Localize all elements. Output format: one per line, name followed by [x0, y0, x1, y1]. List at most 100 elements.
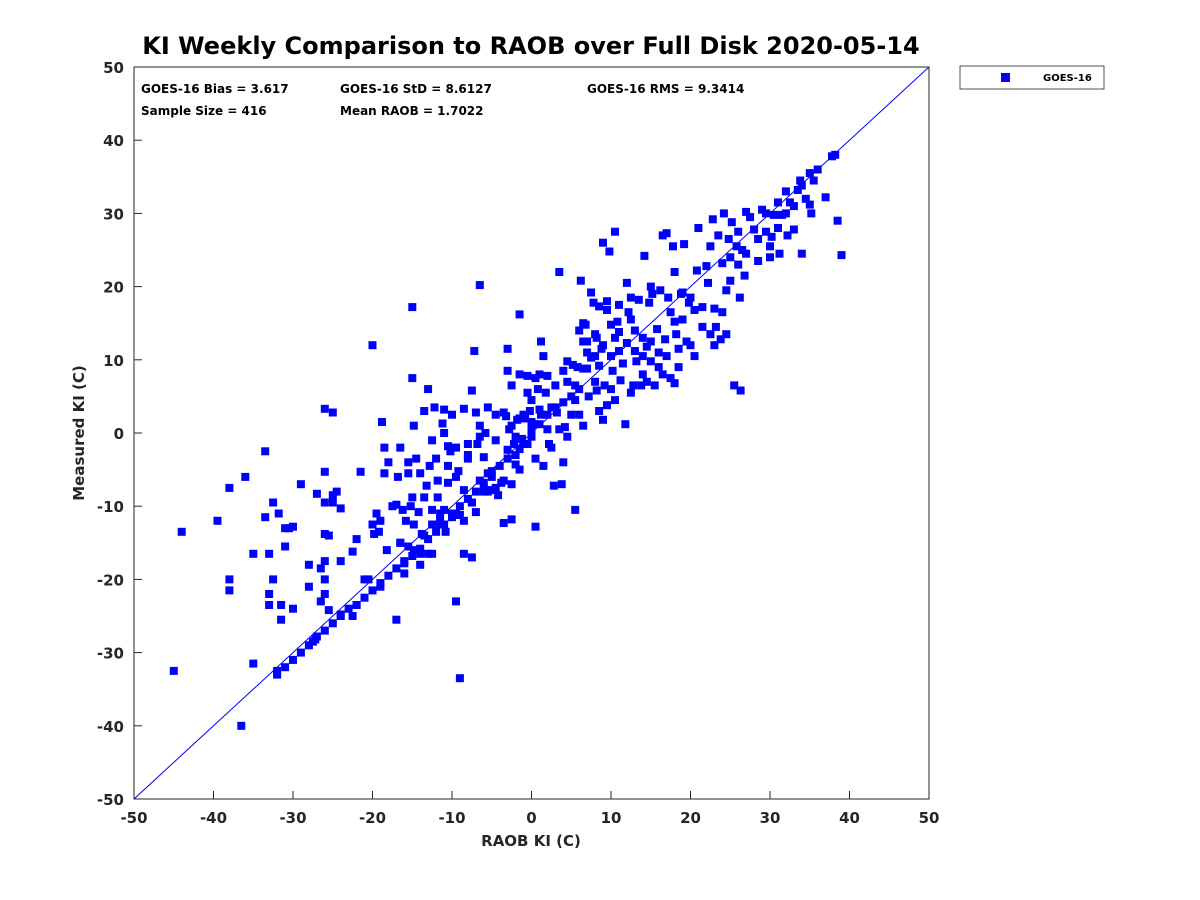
stat-std: GOES-16 StD = 8.6127 — [340, 82, 492, 96]
data-point — [344, 604, 353, 613]
data-point — [595, 361, 604, 370]
data-point — [382, 546, 391, 555]
data-point — [467, 498, 476, 507]
data-point — [638, 370, 647, 379]
data-point — [833, 216, 842, 225]
data-point — [611, 396, 619, 405]
y-axis-ticks: -50 -40 -30 -20 -10 0 10 20 30 40 50 — [97, 59, 142, 809]
data-point — [444, 442, 452, 451]
data-point — [575, 410, 584, 419]
data-point — [502, 412, 511, 421]
data-point — [396, 443, 405, 452]
data-point — [600, 381, 609, 390]
data-point — [563, 432, 572, 441]
data-point — [670, 379, 679, 388]
data-point — [805, 200, 814, 209]
data-point — [767, 232, 776, 241]
data-point — [611, 333, 619, 342]
data-point — [584, 392, 593, 401]
data-point — [736, 386, 745, 395]
data-point — [603, 297, 611, 306]
data-point — [320, 626, 329, 635]
data-point — [559, 398, 568, 407]
data-point — [388, 502, 397, 511]
data-point — [475, 281, 484, 290]
data-point — [523, 388, 532, 397]
data-point — [328, 498, 337, 507]
data-point — [398, 505, 407, 514]
data-point — [539, 352, 548, 361]
data-point — [380, 443, 389, 452]
data-point — [642, 342, 651, 351]
data-point — [724, 235, 733, 243]
y-tick-label: 10 — [103, 352, 124, 370]
data-point — [368, 520, 377, 529]
data-point — [535, 405, 544, 414]
data-point — [774, 224, 782, 232]
data-point — [380, 469, 389, 478]
data-point — [789, 202, 798, 211]
data-point — [646, 282, 655, 291]
y-tick-label: 40 — [103, 132, 124, 150]
data-point — [320, 498, 329, 507]
data-point — [494, 491, 503, 500]
x-tick-label: -50 — [120, 809, 147, 827]
data-point — [560, 423, 569, 432]
data-point — [304, 641, 313, 650]
data-point — [746, 213, 755, 222]
data-point — [607, 352, 615, 361]
data-point — [499, 519, 508, 527]
data-point — [533, 385, 542, 394]
data-point — [626, 315, 635, 324]
data-point — [471, 487, 480, 496]
data-point — [473, 440, 482, 448]
data-point — [241, 472, 250, 481]
x-tick-label: -10 — [438, 809, 465, 827]
data-point — [674, 363, 683, 372]
data-point — [312, 489, 321, 498]
data-point — [781, 187, 790, 196]
data-point — [408, 552, 417, 560]
data-point — [698, 303, 707, 312]
legend-box — [959, 65, 1105, 90]
data-point — [261, 513, 270, 522]
data-point — [425, 461, 434, 470]
data-point — [463, 440, 472, 448]
data-point — [837, 251, 846, 260]
data-point — [575, 326, 584, 335]
data-point — [592, 386, 601, 395]
data-point — [370, 530, 379, 538]
data-point — [680, 240, 689, 249]
data-point — [783, 231, 792, 240]
data-point — [645, 298, 654, 307]
data-point — [507, 515, 516, 524]
data-point — [797, 181, 806, 190]
data-point — [726, 253, 735, 262]
data-point — [662, 229, 671, 238]
data-point — [304, 560, 313, 569]
data-point — [177, 527, 186, 536]
data-point — [694, 224, 703, 232]
data-point — [718, 308, 727, 317]
y-tick-label: 0 — [114, 425, 124, 443]
data-point — [555, 425, 564, 434]
data-point — [762, 227, 770, 236]
data-point — [698, 322, 707, 331]
data-point — [491, 410, 500, 419]
data-point — [491, 483, 500, 492]
data-point — [583, 348, 592, 357]
data-point — [618, 359, 627, 368]
data-point — [424, 385, 433, 394]
data-point — [603, 306, 611, 314]
data-point — [393, 472, 402, 481]
data-point — [348, 612, 357, 620]
data-point — [420, 493, 429, 502]
data-point — [589, 298, 598, 307]
data-point — [420, 407, 429, 415]
data-point — [406, 502, 415, 511]
data-point — [638, 352, 647, 361]
x-tick-label: -30 — [279, 809, 306, 827]
data-point — [629, 381, 638, 390]
data-point — [662, 352, 671, 361]
data-point — [414, 508, 423, 517]
